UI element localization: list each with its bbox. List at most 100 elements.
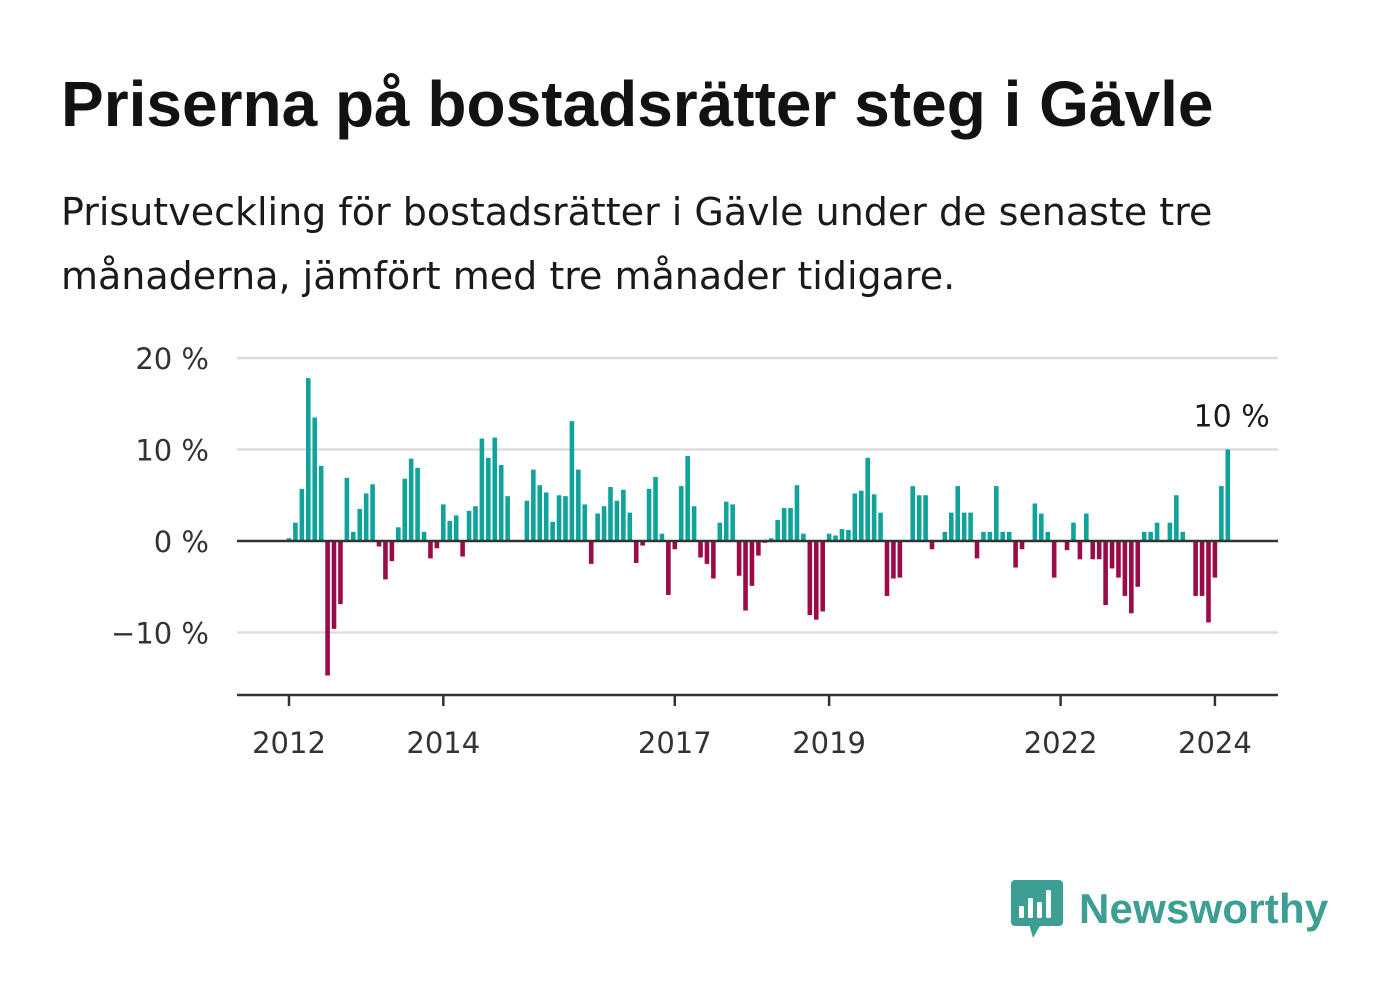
bar	[794, 485, 800, 541]
bar	[434, 541, 440, 549]
bar	[1090, 541, 1096, 560]
bar	[370, 484, 375, 541]
x-tick-label: 2017	[638, 726, 712, 760]
bar	[556, 495, 562, 541]
bar	[344, 477, 350, 542]
bar	[691, 506, 697, 541]
bar	[994, 486, 999, 541]
bar	[627, 512, 633, 541]
bar	[1219, 486, 1224, 541]
bar	[1199, 541, 1205, 596]
bar	[376, 541, 382, 547]
newsworthy-logo: Newsworthy	[1011, 878, 1328, 940]
bar	[293, 522, 298, 541]
bar	[588, 541, 594, 564]
bar	[981, 531, 986, 541]
bar	[473, 506, 478, 541]
x-tick-label: 2014	[406, 726, 480, 760]
bar	[543, 492, 549, 541]
bar	[833, 535, 838, 541]
bar	[858, 490, 864, 542]
bar	[865, 457, 870, 542]
bar	[318, 465, 324, 541]
bar	[415, 467, 420, 541]
bar	[852, 493, 858, 541]
bar	[363, 493, 369, 541]
bar	[357, 508, 363, 541]
bar	[1167, 522, 1173, 541]
bar	[891, 541, 896, 579]
bar	[736, 541, 742, 576]
bar	[601, 506, 607, 541]
bar	[955, 486, 961, 541]
bar	[486, 457, 491, 542]
bar	[1039, 513, 1044, 541]
bar	[305, 378, 311, 541]
x-tick-label: 2024	[1178, 726, 1252, 760]
bar	[383, 541, 388, 580]
bar	[1045, 531, 1051, 541]
bar	[685, 455, 690, 541]
bar	[929, 541, 935, 550]
chart-title: Priserna på bostadsrätter steg i Gävle	[61, 68, 1214, 140]
bar	[479, 438, 485, 541]
bar	[730, 504, 735, 541]
bar	[595, 513, 600, 541]
bar	[325, 541, 330, 676]
x-tick-label: 2012	[252, 726, 326, 760]
bar	[1135, 541, 1141, 587]
bar	[421, 531, 427, 541]
bar	[910, 486, 916, 541]
bar	[659, 533, 665, 541]
bar	[524, 500, 530, 541]
x-axis-labels: 2012 2014 2017 2019 2022 2024	[252, 726, 1252, 760]
bar	[498, 465, 504, 542]
bar	[1193, 541, 1198, 596]
bar	[441, 504, 446, 541]
bar	[1019, 541, 1025, 550]
bar	[704, 541, 710, 564]
bar	[768, 538, 774, 541]
bar	[1051, 541, 1057, 578]
brand-name: Newsworthy	[1079, 885, 1329, 932]
bar	[331, 541, 337, 629]
bar	[408, 458, 414, 541]
bar	[698, 541, 703, 558]
bar	[312, 417, 318, 542]
bar	[428, 541, 433, 559]
bar	[775, 519, 780, 541]
bar	[569, 421, 575, 541]
bar	[1064, 541, 1070, 551]
bar	[743, 541, 748, 611]
bar-series	[286, 378, 1231, 676]
bar	[813, 541, 819, 620]
bar	[653, 476, 658, 541]
bar	[1103, 541, 1108, 606]
bar	[537, 485, 543, 541]
newsworthy-logo-icon	[1011, 880, 1063, 938]
y-axis-labels: 20 % 10 % 0 % −10 %	[111, 342, 209, 651]
bar	[781, 508, 787, 541]
chart-subtitle: Prisutveckling för bostadsrätter i Gävle…	[61, 190, 1213, 298]
bar	[563, 496, 568, 541]
latest-value-label: 10 %	[1194, 400, 1270, 435]
bar	[1116, 541, 1121, 578]
bar	[717, 522, 723, 541]
x-tick-label: 2022	[1024, 726, 1098, 760]
bar	[1206, 541, 1211, 623]
annotations: 10 %	[1194, 400, 1270, 435]
bar	[531, 469, 536, 541]
bar	[711, 541, 716, 579]
bar	[839, 529, 845, 542]
bar	[453, 515, 459, 541]
bar	[1000, 531, 1006, 541]
bar	[672, 541, 678, 550]
bar	[723, 501, 729, 541]
bar	[466, 510, 472, 542]
bar	[1109, 541, 1115, 569]
bar	[389, 541, 395, 562]
bar	[1180, 531, 1186, 541]
bar	[608, 487, 613, 541]
bar	[756, 541, 761, 556]
bar	[923, 495, 928, 541]
